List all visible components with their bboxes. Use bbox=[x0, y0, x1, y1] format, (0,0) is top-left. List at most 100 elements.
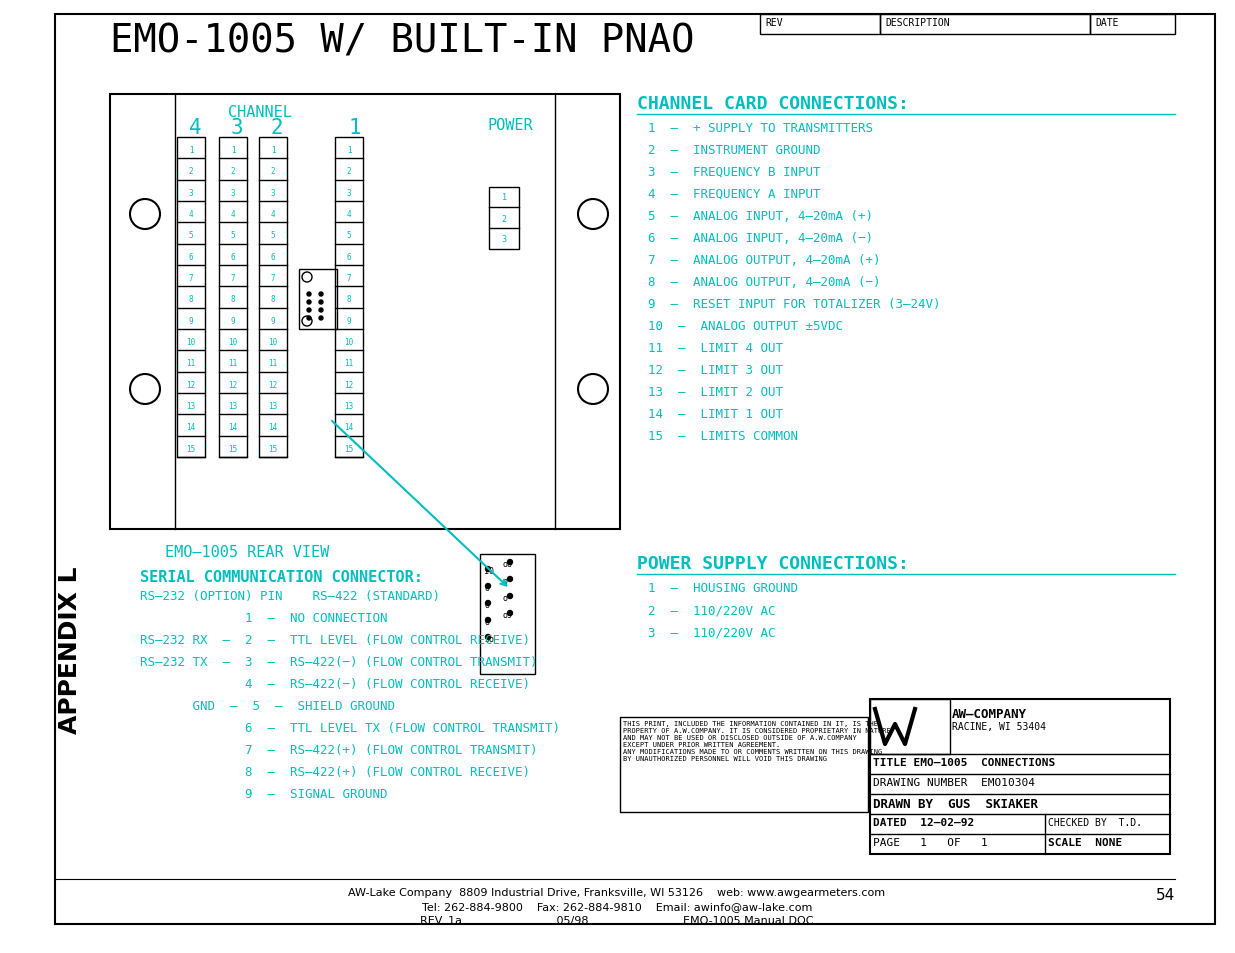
Text: 3: 3 bbox=[270, 189, 275, 197]
Text: 3: 3 bbox=[501, 235, 506, 244]
Text: 5: 5 bbox=[347, 232, 351, 240]
Text: 10  –  ANALOG OUTPUT ±5VDC: 10 – ANALOG OUTPUT ±5VDC bbox=[648, 319, 844, 333]
Text: 3: 3 bbox=[231, 189, 236, 197]
Text: 2  –  110/220V AC: 2 – 110/220V AC bbox=[648, 603, 776, 617]
Circle shape bbox=[308, 301, 311, 305]
Text: POWER SUPPLY CONNECTIONS:: POWER SUPPLY CONNECTIONS: bbox=[637, 555, 909, 573]
Text: RS–232 (OPTION) PIN    RS–422 (STANDARD): RS–232 (OPTION) PIN RS–422 (STANDARD) bbox=[140, 589, 440, 602]
Text: 9: 9 bbox=[347, 316, 351, 326]
Text: 4: 4 bbox=[347, 210, 351, 219]
Text: RS–232 TX  –  3  –  RS–422(−) (FLOW CONTROL TRANSMIT): RS–232 TX – 3 – RS–422(−) (FLOW CONTROL … bbox=[140, 656, 537, 668]
Text: 3  –  110/220V AC: 3 – 110/220V AC bbox=[648, 625, 776, 639]
Text: 7  –  ANALOG OUTPUT, 4–20mA (+): 7 – ANALOG OUTPUT, 4–20mA (+) bbox=[648, 253, 881, 267]
Text: 11: 11 bbox=[345, 359, 353, 368]
Text: EMO–1005 REAR VIEW: EMO–1005 REAR VIEW bbox=[165, 544, 330, 559]
Text: 3  –  FREQUENCY B INPUT: 3 – FREQUENCY B INPUT bbox=[648, 166, 820, 179]
Text: CHANNEL: CHANNEL bbox=[228, 105, 291, 120]
Text: 14: 14 bbox=[268, 423, 278, 432]
Circle shape bbox=[319, 309, 324, 313]
Text: 2: 2 bbox=[501, 214, 506, 223]
Circle shape bbox=[485, 601, 490, 606]
Text: 9: 9 bbox=[231, 316, 236, 326]
Circle shape bbox=[485, 567, 490, 572]
Text: TITLE EMO–1005  CONNECTIONS: TITLE EMO–1005 CONNECTIONS bbox=[873, 758, 1055, 767]
Text: 10: 10 bbox=[484, 566, 494, 576]
Text: 2: 2 bbox=[231, 168, 236, 176]
Text: o6: o6 bbox=[501, 559, 513, 568]
Bar bbox=[259, 138, 287, 457]
Text: 1: 1 bbox=[270, 146, 275, 155]
Circle shape bbox=[508, 560, 513, 565]
Bar bbox=[219, 138, 247, 457]
Text: o: o bbox=[501, 594, 508, 602]
Text: 1: 1 bbox=[347, 146, 351, 155]
Text: 11  –  LIMIT 4 OUT: 11 – LIMIT 4 OUT bbox=[648, 341, 783, 355]
Text: Tel: 262-884-9800    Fax: 262-884-9810    Email: awinfo@aw-lake.com: Tel: 262-884-9800 Fax: 262-884-9810 Emai… bbox=[422, 901, 813, 911]
Bar bbox=[110, 95, 620, 530]
Text: 15: 15 bbox=[268, 444, 278, 454]
Text: 2  –  INSTRUMENT GROUND: 2 – INSTRUMENT GROUND bbox=[648, 144, 820, 157]
Bar bbox=[620, 718, 868, 812]
Text: 11: 11 bbox=[268, 359, 278, 368]
Text: RACINE, WI 53404: RACINE, WI 53404 bbox=[952, 721, 1046, 731]
Text: DATED  12–02–92: DATED 12–02–92 bbox=[873, 817, 974, 827]
Text: RS–232 RX  –  2  –  TTL LEVEL (FLOW CONTROL RECEIVE): RS–232 RX – 2 – TTL LEVEL (FLOW CONTROL … bbox=[140, 634, 530, 646]
Text: 12: 12 bbox=[345, 380, 353, 390]
Circle shape bbox=[319, 293, 324, 296]
Text: 14: 14 bbox=[345, 423, 353, 432]
Text: 7: 7 bbox=[347, 274, 351, 283]
Text: 10: 10 bbox=[228, 337, 237, 347]
Text: 9  –  RESET INPUT FOR TOTALIZER (3–24V): 9 – RESET INPUT FOR TOTALIZER (3–24V) bbox=[648, 297, 941, 311]
Text: GND  –  5  –  SHIELD GROUND: GND – 5 – SHIELD GROUND bbox=[140, 700, 395, 712]
Text: SERIAL COMMUNICATION CONNECTOR:: SERIAL COMMUNICATION CONNECTOR: bbox=[140, 569, 422, 584]
Text: 2: 2 bbox=[189, 168, 194, 176]
Circle shape bbox=[319, 316, 324, 320]
Bar bbox=[1091, 15, 1174, 35]
Text: 4: 4 bbox=[189, 210, 194, 219]
Text: DATE: DATE bbox=[1095, 18, 1119, 28]
Text: 9: 9 bbox=[189, 316, 194, 326]
Text: DRAWN BY  GUS  SKIAKER: DRAWN BY GUS SKIAKER bbox=[873, 797, 1037, 810]
Text: 14: 14 bbox=[186, 423, 195, 432]
Text: 4: 4 bbox=[231, 210, 236, 219]
Bar bbox=[881, 15, 1091, 35]
Circle shape bbox=[485, 584, 490, 589]
Text: CHECKED BY  T.D.: CHECKED BY T.D. bbox=[1049, 817, 1142, 827]
Text: 8  –  ANALOG OUTPUT, 4–20mA (−): 8 – ANALOG OUTPUT, 4–20mA (−) bbox=[648, 275, 881, 289]
Text: 4  –  FREQUENCY A INPUT: 4 – FREQUENCY A INPUT bbox=[648, 188, 820, 201]
Text: 1  –  + SUPPLY TO TRANSMITTERS: 1 – + SUPPLY TO TRANSMITTERS bbox=[648, 122, 873, 135]
Text: DESCRIPTION: DESCRIPTION bbox=[885, 18, 950, 28]
Text: 10: 10 bbox=[186, 337, 195, 347]
Bar bbox=[299, 270, 337, 330]
Text: 8: 8 bbox=[231, 295, 236, 304]
Text: 11: 11 bbox=[186, 359, 195, 368]
Text: REV. 1a                           05/98                           EMO-1005 Manua: REV. 1a 05/98 EMO-1005 Manua bbox=[420, 915, 814, 925]
Bar bbox=[177, 138, 205, 457]
Text: 9: 9 bbox=[270, 316, 275, 326]
Text: POWER: POWER bbox=[487, 118, 532, 132]
Text: 15: 15 bbox=[345, 444, 353, 454]
Text: 1: 1 bbox=[189, 146, 194, 155]
Text: 2: 2 bbox=[270, 118, 283, 138]
Text: 7: 7 bbox=[231, 274, 236, 283]
Circle shape bbox=[508, 611, 513, 616]
Text: 5: 5 bbox=[231, 232, 236, 240]
Text: 6  –  ANALOG INPUT, 4–20mA (−): 6 – ANALOG INPUT, 4–20mA (−) bbox=[648, 232, 873, 245]
Text: AW–COMPANY: AW–COMPANY bbox=[952, 707, 1028, 720]
Text: 6: 6 bbox=[231, 253, 236, 261]
Text: 14: 14 bbox=[228, 423, 237, 432]
Text: 2: 2 bbox=[270, 168, 275, 176]
Text: 5  –  ANALOG INPUT, 4–20mA (+): 5 – ANALOG INPUT, 4–20mA (+) bbox=[648, 210, 873, 223]
Text: 4: 4 bbox=[189, 118, 201, 138]
Text: 5o: 5o bbox=[484, 635, 494, 643]
Text: 8: 8 bbox=[270, 295, 275, 304]
Bar bbox=[480, 555, 535, 675]
Circle shape bbox=[308, 316, 311, 320]
Text: 6: 6 bbox=[347, 253, 351, 261]
Text: o: o bbox=[501, 577, 508, 585]
Text: 3: 3 bbox=[189, 189, 194, 197]
Text: DRAWING NUMBER  EMO10304: DRAWING NUMBER EMO10304 bbox=[873, 778, 1035, 787]
Bar bbox=[869, 700, 1170, 854]
Text: o: o bbox=[484, 618, 489, 626]
Text: 1  –  NO CONNECTION: 1 – NO CONNECTION bbox=[140, 612, 388, 624]
